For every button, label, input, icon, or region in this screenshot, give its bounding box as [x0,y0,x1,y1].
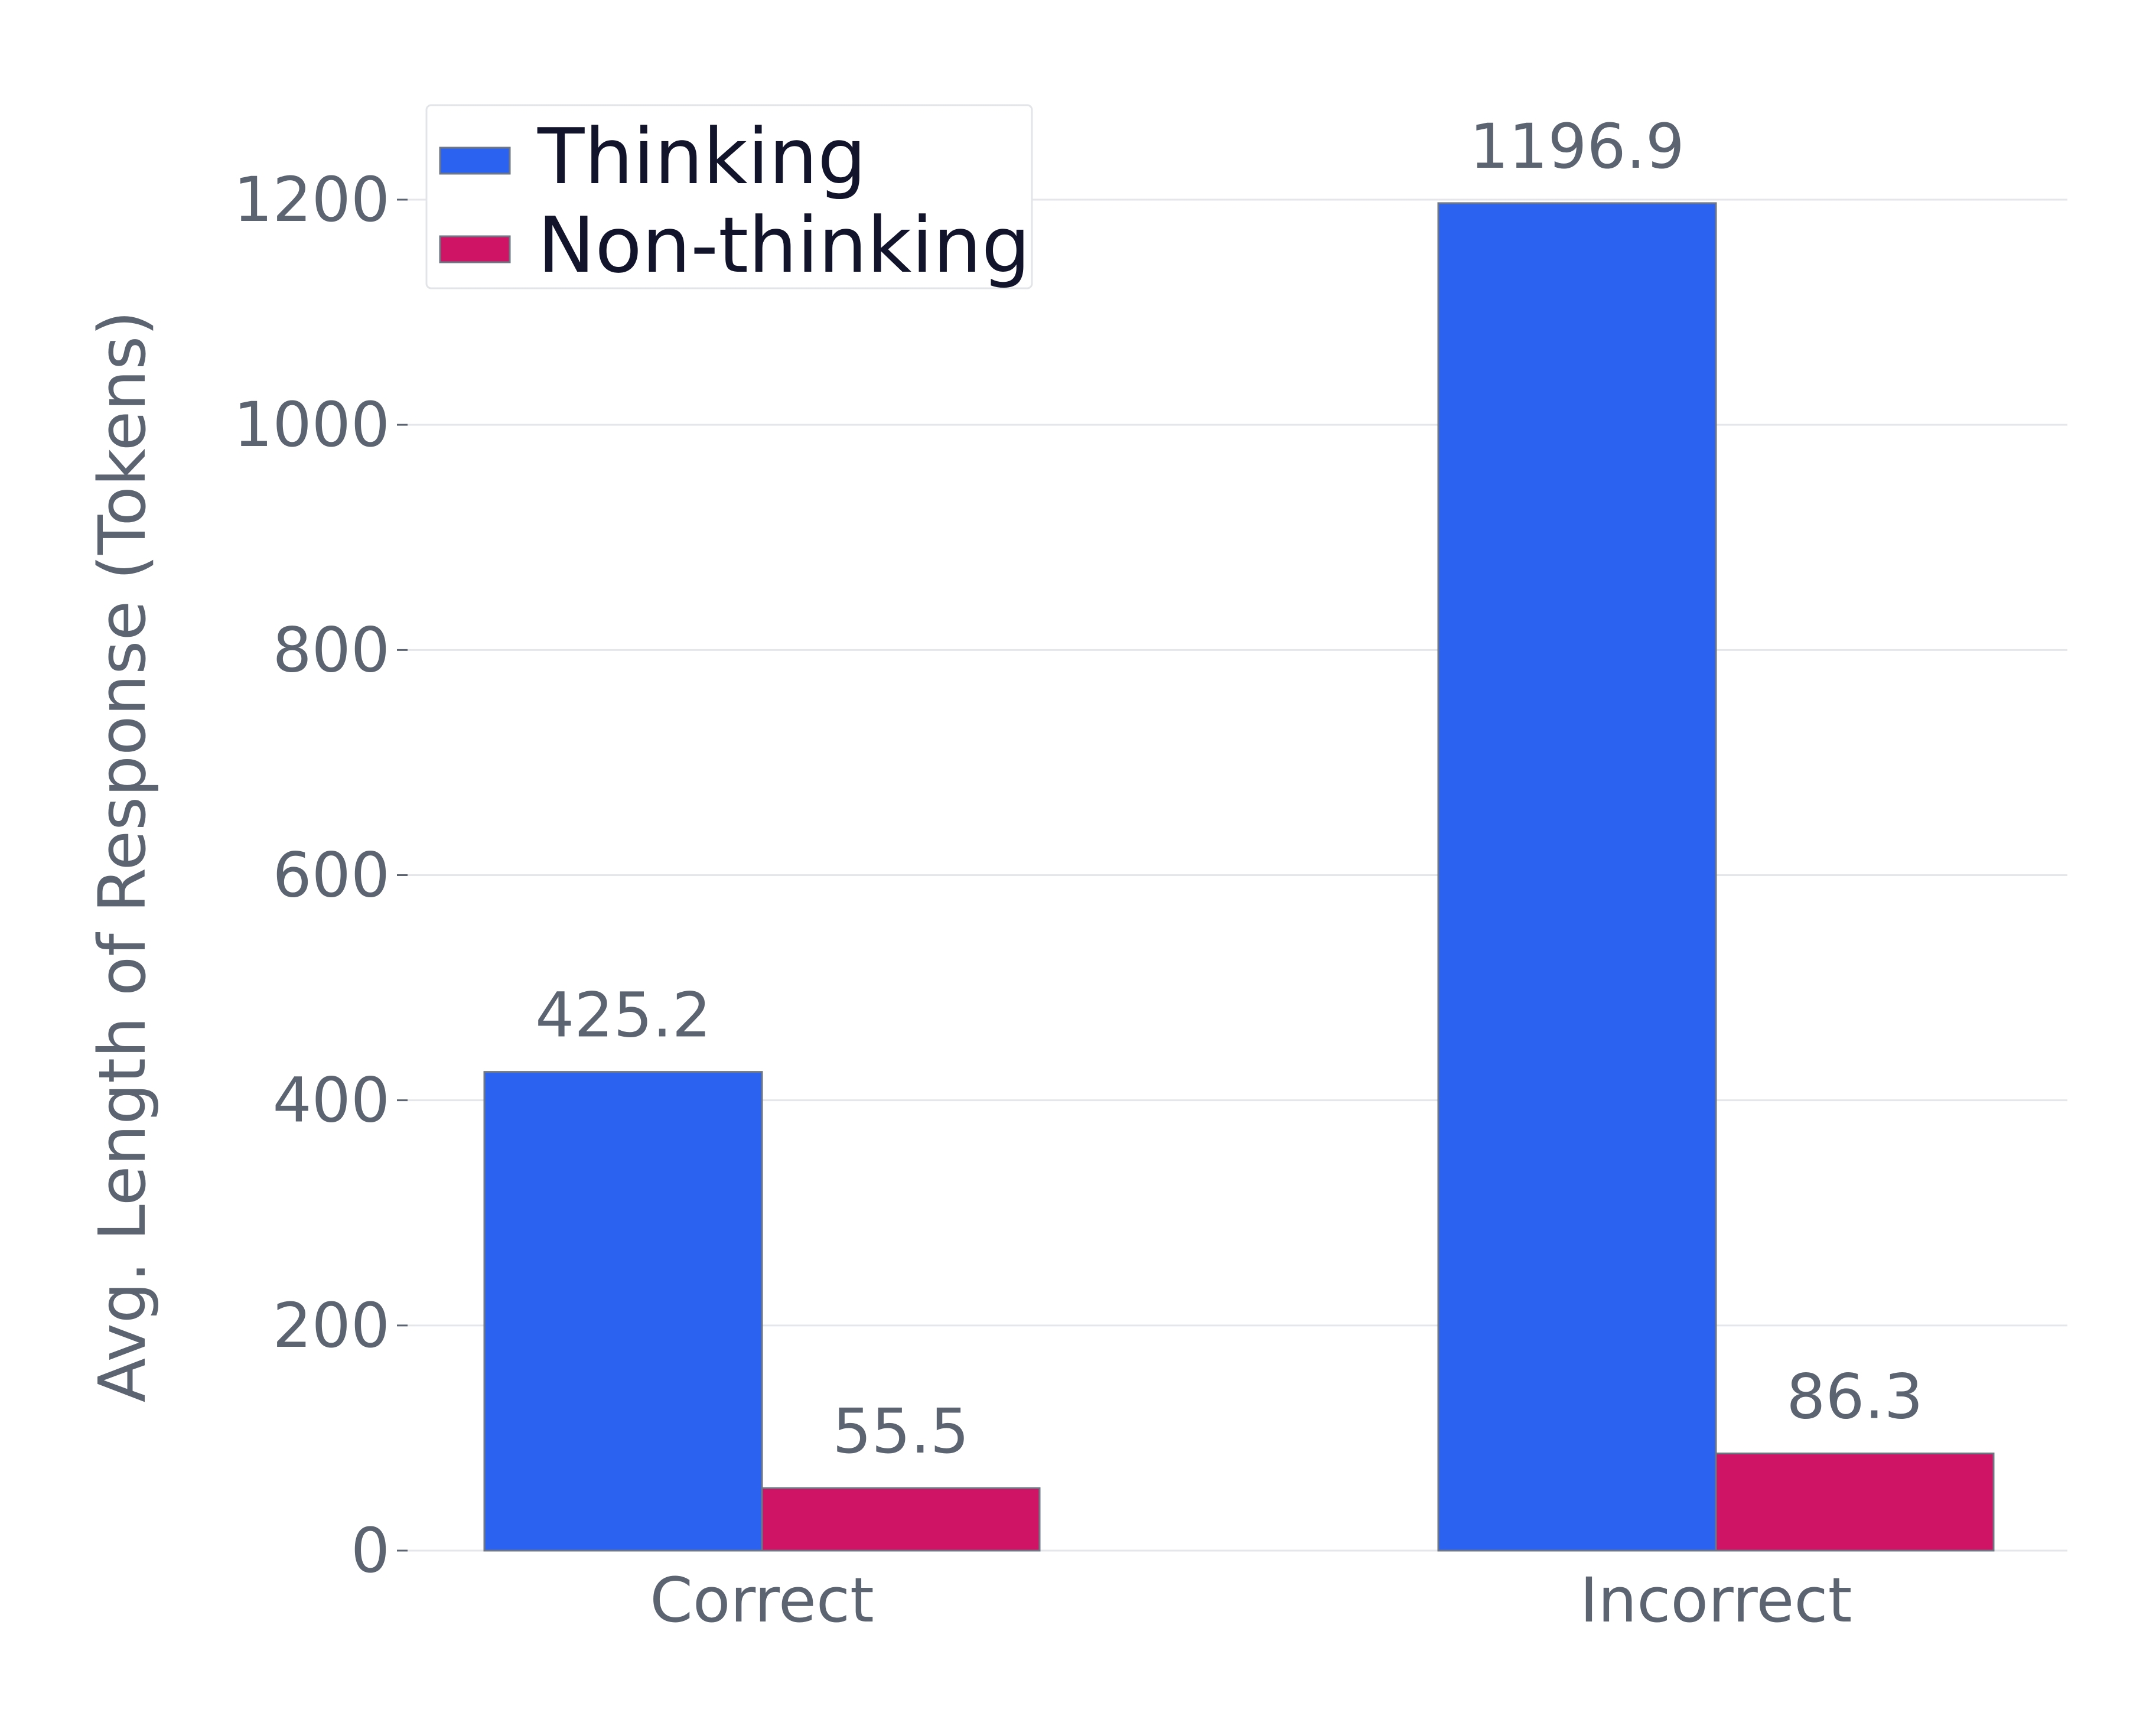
y-tick-label: 800 [272,614,390,686]
y-tick-label: 1000 [233,389,390,461]
bar-non-thinking-correct [761,1487,1041,1552]
data-label: 55.5 [832,1395,969,1467]
legend-label: Non-thinking [538,200,1030,290]
y-tick-label: 600 [272,839,390,911]
data-label: 425.2 [535,979,711,1051]
bar-non-thinking-incorrect [1715,1453,1995,1552]
legend-swatch [439,235,511,263]
x-tick-label: Correct [650,1564,874,1636]
y-axis-ticks: 0 200 400 600 800 1000 1200 [233,164,408,1587]
x-tick-label: Incorrect [1580,1564,1852,1636]
data-label: 1196.9 [1470,110,1685,183]
bars [483,202,1995,1552]
legend-label: Thinking [537,112,867,201]
y-tick-label: 0 [351,1515,390,1587]
y-tick-label: 1200 [233,164,390,236]
y-axis-title: Avg. Length of Response (Tokens) [84,311,160,1402]
x-axis-ticks: Correct Incorrect [650,1564,1852,1636]
legend-box [425,104,1033,289]
bar-thinking-correct [483,1071,763,1552]
bar-thinking-incorrect [1437,202,1717,1552]
y-tick-label: 200 [272,1290,390,1362]
y-tick-label: 400 [272,1064,390,1137]
data-labels: 425.2 55.5 1196.9 86.3 [535,110,1923,1467]
data-label: 86.3 [1786,1361,1923,1433]
legend-swatch [439,146,511,175]
